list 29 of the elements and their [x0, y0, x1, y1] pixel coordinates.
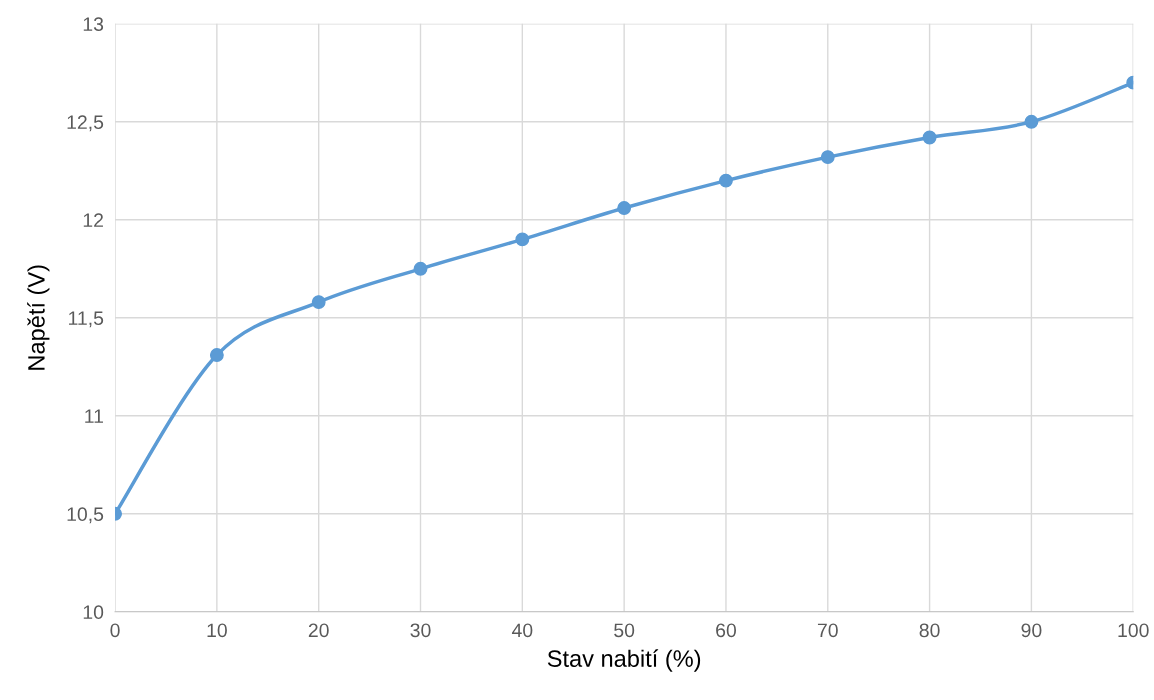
point [515, 232, 530, 247]
x-tick-label: 60 [716, 623, 737, 638]
x-tick-label: 100 [1118, 623, 1149, 638]
x-tick-label: 40 [511, 623, 533, 638]
x-tick-label: 0 [110, 623, 120, 638]
x-tick-label: 10 [207, 623, 227, 638]
point [922, 130, 937, 145]
y-tick-label: 11 [85, 409, 103, 423]
point [311, 295, 326, 310]
y-axis-title: Napětí (V) [27, 265, 50, 370]
point [820, 150, 835, 165]
y-tick-label: 13 [83, 17, 104, 32]
y-tick-label: 11,5 [69, 311, 104, 328]
x-tick-label: 20 [308, 623, 329, 638]
x-tick-label: 80 [919, 623, 940, 638]
y-tick-label: 12,5 [67, 115, 104, 132]
point [413, 261, 428, 276]
point [719, 173, 733, 188]
x-tick-label: 70 [817, 623, 838, 638]
point [1024, 114, 1039, 129]
y-tick-label: 10 [83, 605, 104, 620]
point [209, 348, 224, 362]
x-tick-label: 50 [614, 623, 635, 638]
point [617, 201, 632, 215]
y-tick-label: 10,5 [67, 507, 104, 524]
x-tick-label: 90 [1021, 623, 1042, 638]
x-axis-title: Stav nabití (%) [547, 649, 701, 672]
x-tick-label: 30 [410, 623, 431, 638]
y-tick-label: 12 [83, 213, 103, 227]
